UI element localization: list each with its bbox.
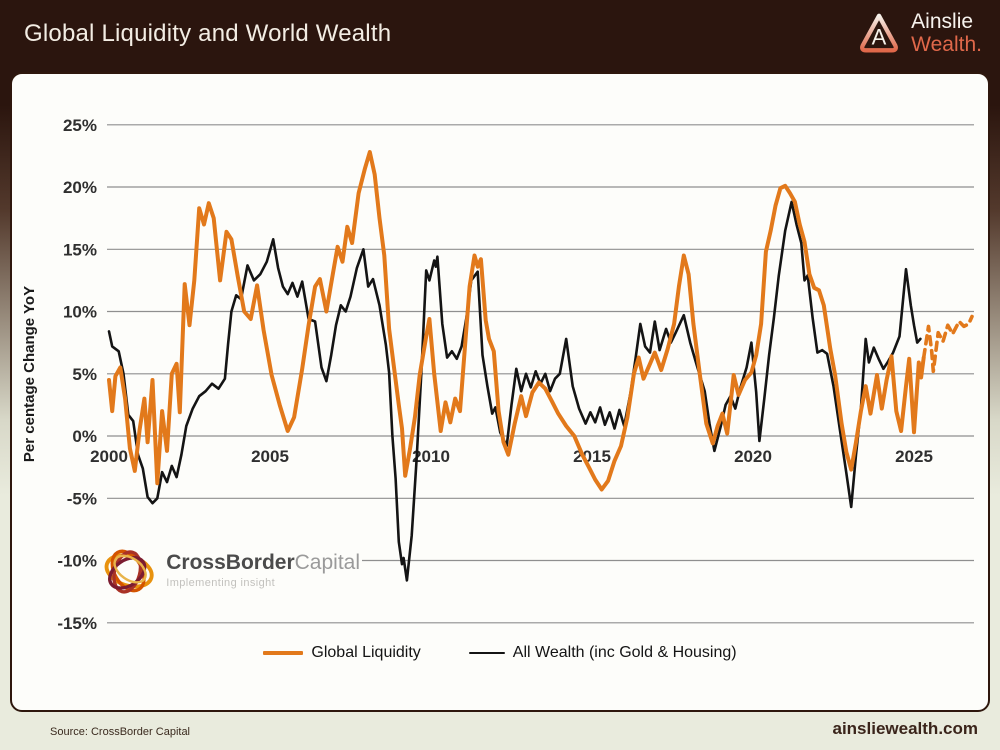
crossborder-swirl-icon [104,549,154,594]
ainslie-mark-letter: A [872,25,887,50]
svg-text:10%: 10% [63,302,97,321]
legend-item-global-liquidity: Global Liquidity [263,644,421,662]
crossborder-wordmark: CrossBorderCapital [166,551,360,575]
legend-label: Global Liquidity [311,644,421,661]
legend-label: All Wealth (inc Gold & Housing) [512,644,737,661]
svg-text:-5%: -5% [67,489,97,508]
svg-text:20%: 20% [63,178,97,197]
ainslie-mark-icon: A [860,13,899,53]
svg-text:0%: 0% [72,427,97,446]
legend-swatch-orange [263,651,304,655]
brand-name-2: Wealth. [911,33,982,56]
page-title: Global Liquidity and World Wealth [24,20,392,47]
source-attribution: Source: CrossBorder Capital [50,726,191,738]
svg-text:-15%: -15% [57,614,97,633]
svg-text:2025: 2025 [895,447,933,466]
legend-swatch-black [468,651,505,655]
svg-text:15%: 15% [63,240,97,259]
svg-text:5%: 5% [72,365,97,384]
crossborder-tagline: Implementing insight [166,576,276,589]
svg-text:25%: 25% [63,116,97,135]
footer-website: ainsliewealth.com [832,719,979,738]
svg-text:Per centage Change YoY: Per centage Change YoY [21,286,38,462]
svg-text:2020: 2020 [734,447,772,466]
svg-text:2000: 2000 [90,447,128,466]
chart-legend: Global Liquidity All Wealth (inc Gold & … [12,644,988,662]
chart-panel: 25% 20% 15% 10% 5% 0% -5% -10% -15% 2000 2005 2010 2… [10,72,990,712]
svg-text:2010: 2010 [412,447,450,466]
crossborder-capital-watermark: CrossBorderCapital Implementing insight [102,532,360,608]
ainslie-wealth-logo: A Ainslie Wealth. [856,11,982,57]
legend-item-all-wealth: All Wealth (inc Gold & Housing) [468,644,737,662]
svg-text:-10%: -10% [57,551,97,570]
svg-text:2005: 2005 [251,447,289,466]
brand-name: Ainslie [911,10,974,34]
liquidity-wealth-chart: 25% 20% 15% 10% 5% 0% -5% -10% -15% 2000 2005 2010 2… [21,116,974,633]
